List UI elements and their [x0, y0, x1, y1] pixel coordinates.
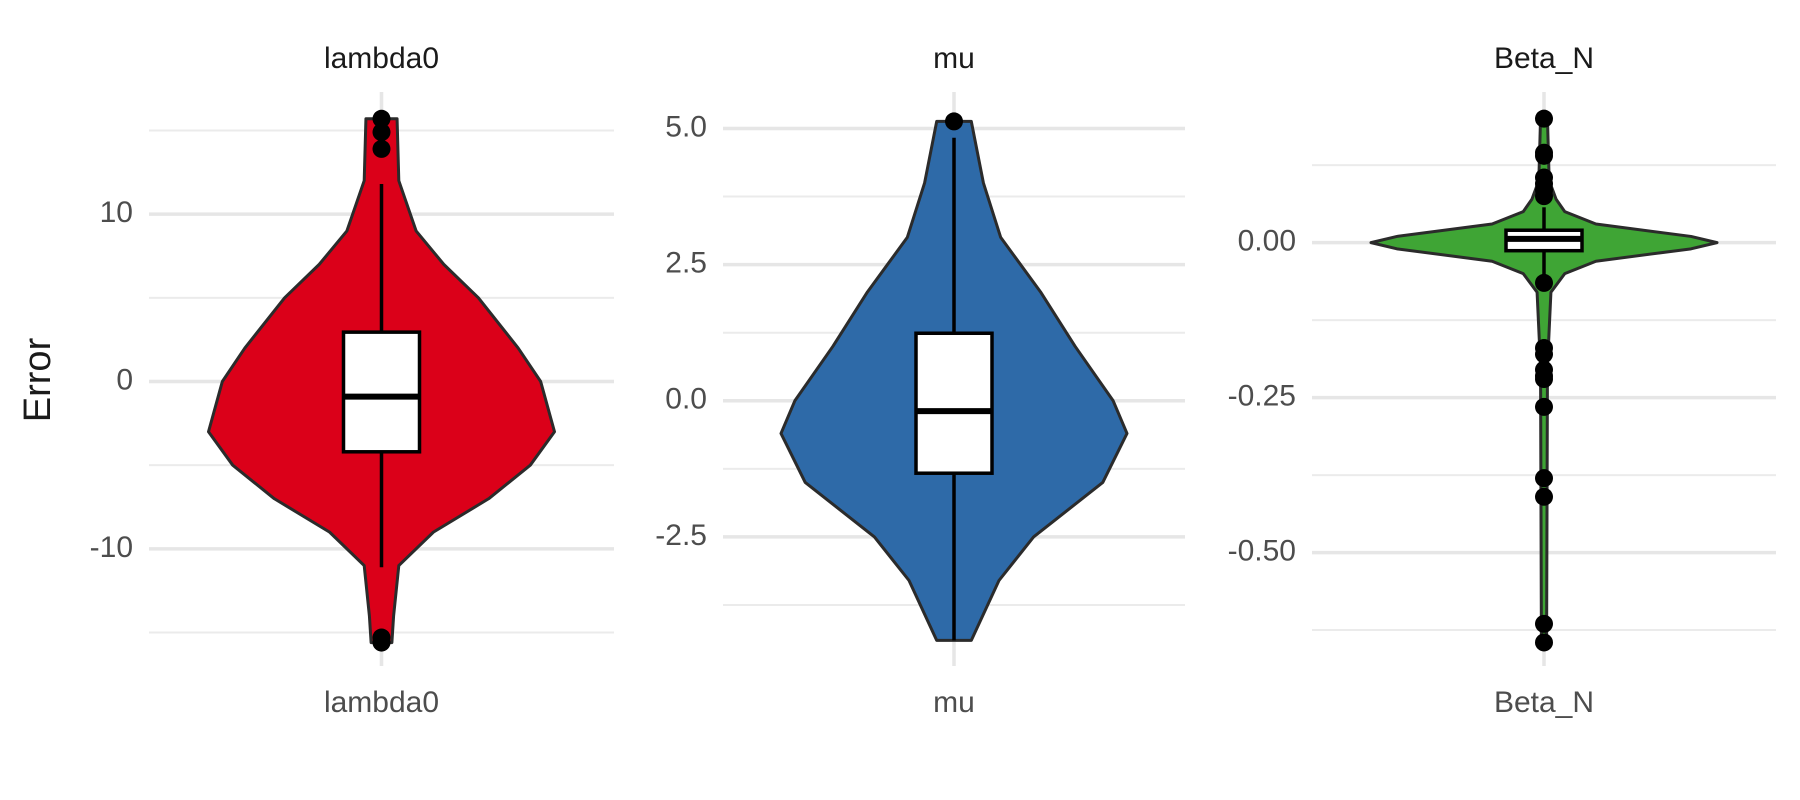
outlier: [372, 123, 391, 142]
y-tick-label: 10: [100, 196, 133, 229]
outlier: [372, 109, 391, 128]
outlier: [1535, 109, 1553, 128]
outlier: [1535, 397, 1553, 416]
y-tick-label: -10: [90, 531, 133, 564]
outlier: [1535, 146, 1553, 165]
y-tick-label: 0: [116, 363, 133, 396]
box: [341, 330, 422, 454]
x-tick-label: Beta_N: [1494, 686, 1594, 719]
y-axis-label: Error: [17, 337, 59, 422]
outlier: [1535, 469, 1553, 488]
panel-title: Beta_N: [1494, 42, 1594, 75]
outlier: [1535, 273, 1553, 292]
outlier: [372, 633, 391, 652]
y-tick-label: -0.50: [1228, 534, 1296, 567]
x-tick-label: lambda0: [324, 686, 439, 719]
y-tick-label: 0.00: [1238, 225, 1296, 258]
outlier: [1535, 370, 1553, 388]
outlier: [372, 139, 391, 158]
y-tick-label: 0.0: [665, 383, 707, 416]
x-tick-label: mu: [933, 686, 975, 719]
y-tick-label: -2.5: [655, 519, 707, 552]
box: [914, 331, 994, 475]
outlier: [1535, 487, 1553, 506]
y-tick-label: 2.5: [665, 247, 707, 280]
outlier: [1535, 614, 1553, 633]
panel-title: lambda0: [324, 42, 439, 75]
y-tick-label: -0.25: [1228, 380, 1296, 413]
y-tick-label: 5.0: [665, 110, 707, 143]
outlier: [1535, 633, 1553, 652]
panel-title: mu: [933, 42, 975, 75]
outlier: [1535, 187, 1553, 206]
outlier: [1535, 345, 1553, 364]
outlier: [945, 112, 963, 131]
